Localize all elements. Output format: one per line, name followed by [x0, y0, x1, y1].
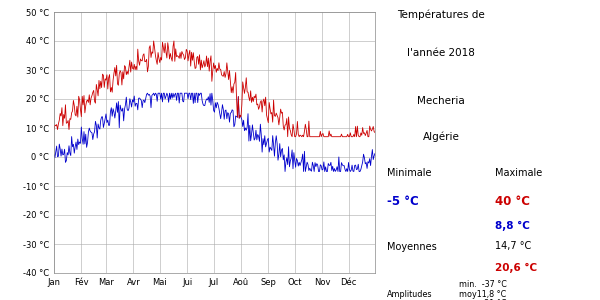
Text: 14,7 °C: 14,7 °C: [495, 242, 531, 251]
Text: Mecheria: Mecheria: [417, 96, 465, 106]
Text: 40 °C: 40 °C: [495, 195, 530, 208]
Text: 8,8 °C: 8,8 °C: [495, 220, 530, 231]
Text: 20,6 °C: 20,6 °C: [495, 262, 537, 273]
Text: Algérie: Algérie: [422, 132, 460, 142]
Text: l'année 2018: l'année 2018: [407, 48, 475, 58]
Text: moy11,8 °C: moy11,8 °C: [459, 290, 506, 299]
Text: -5 °C: -5 °C: [387, 195, 419, 208]
Text: max.  21 °C: max. 21 °C: [459, 299, 506, 300]
Text: Maximale: Maximale: [495, 168, 542, 178]
Text: Moyennes: Moyennes: [387, 242, 437, 251]
Text: Minimale: Minimale: [387, 168, 431, 178]
Text: Amplitudes: Amplitudes: [387, 290, 433, 299]
Text: Températures de: Températures de: [397, 9, 485, 20]
Text: min.  -37 °C: min. -37 °C: [459, 280, 507, 289]
